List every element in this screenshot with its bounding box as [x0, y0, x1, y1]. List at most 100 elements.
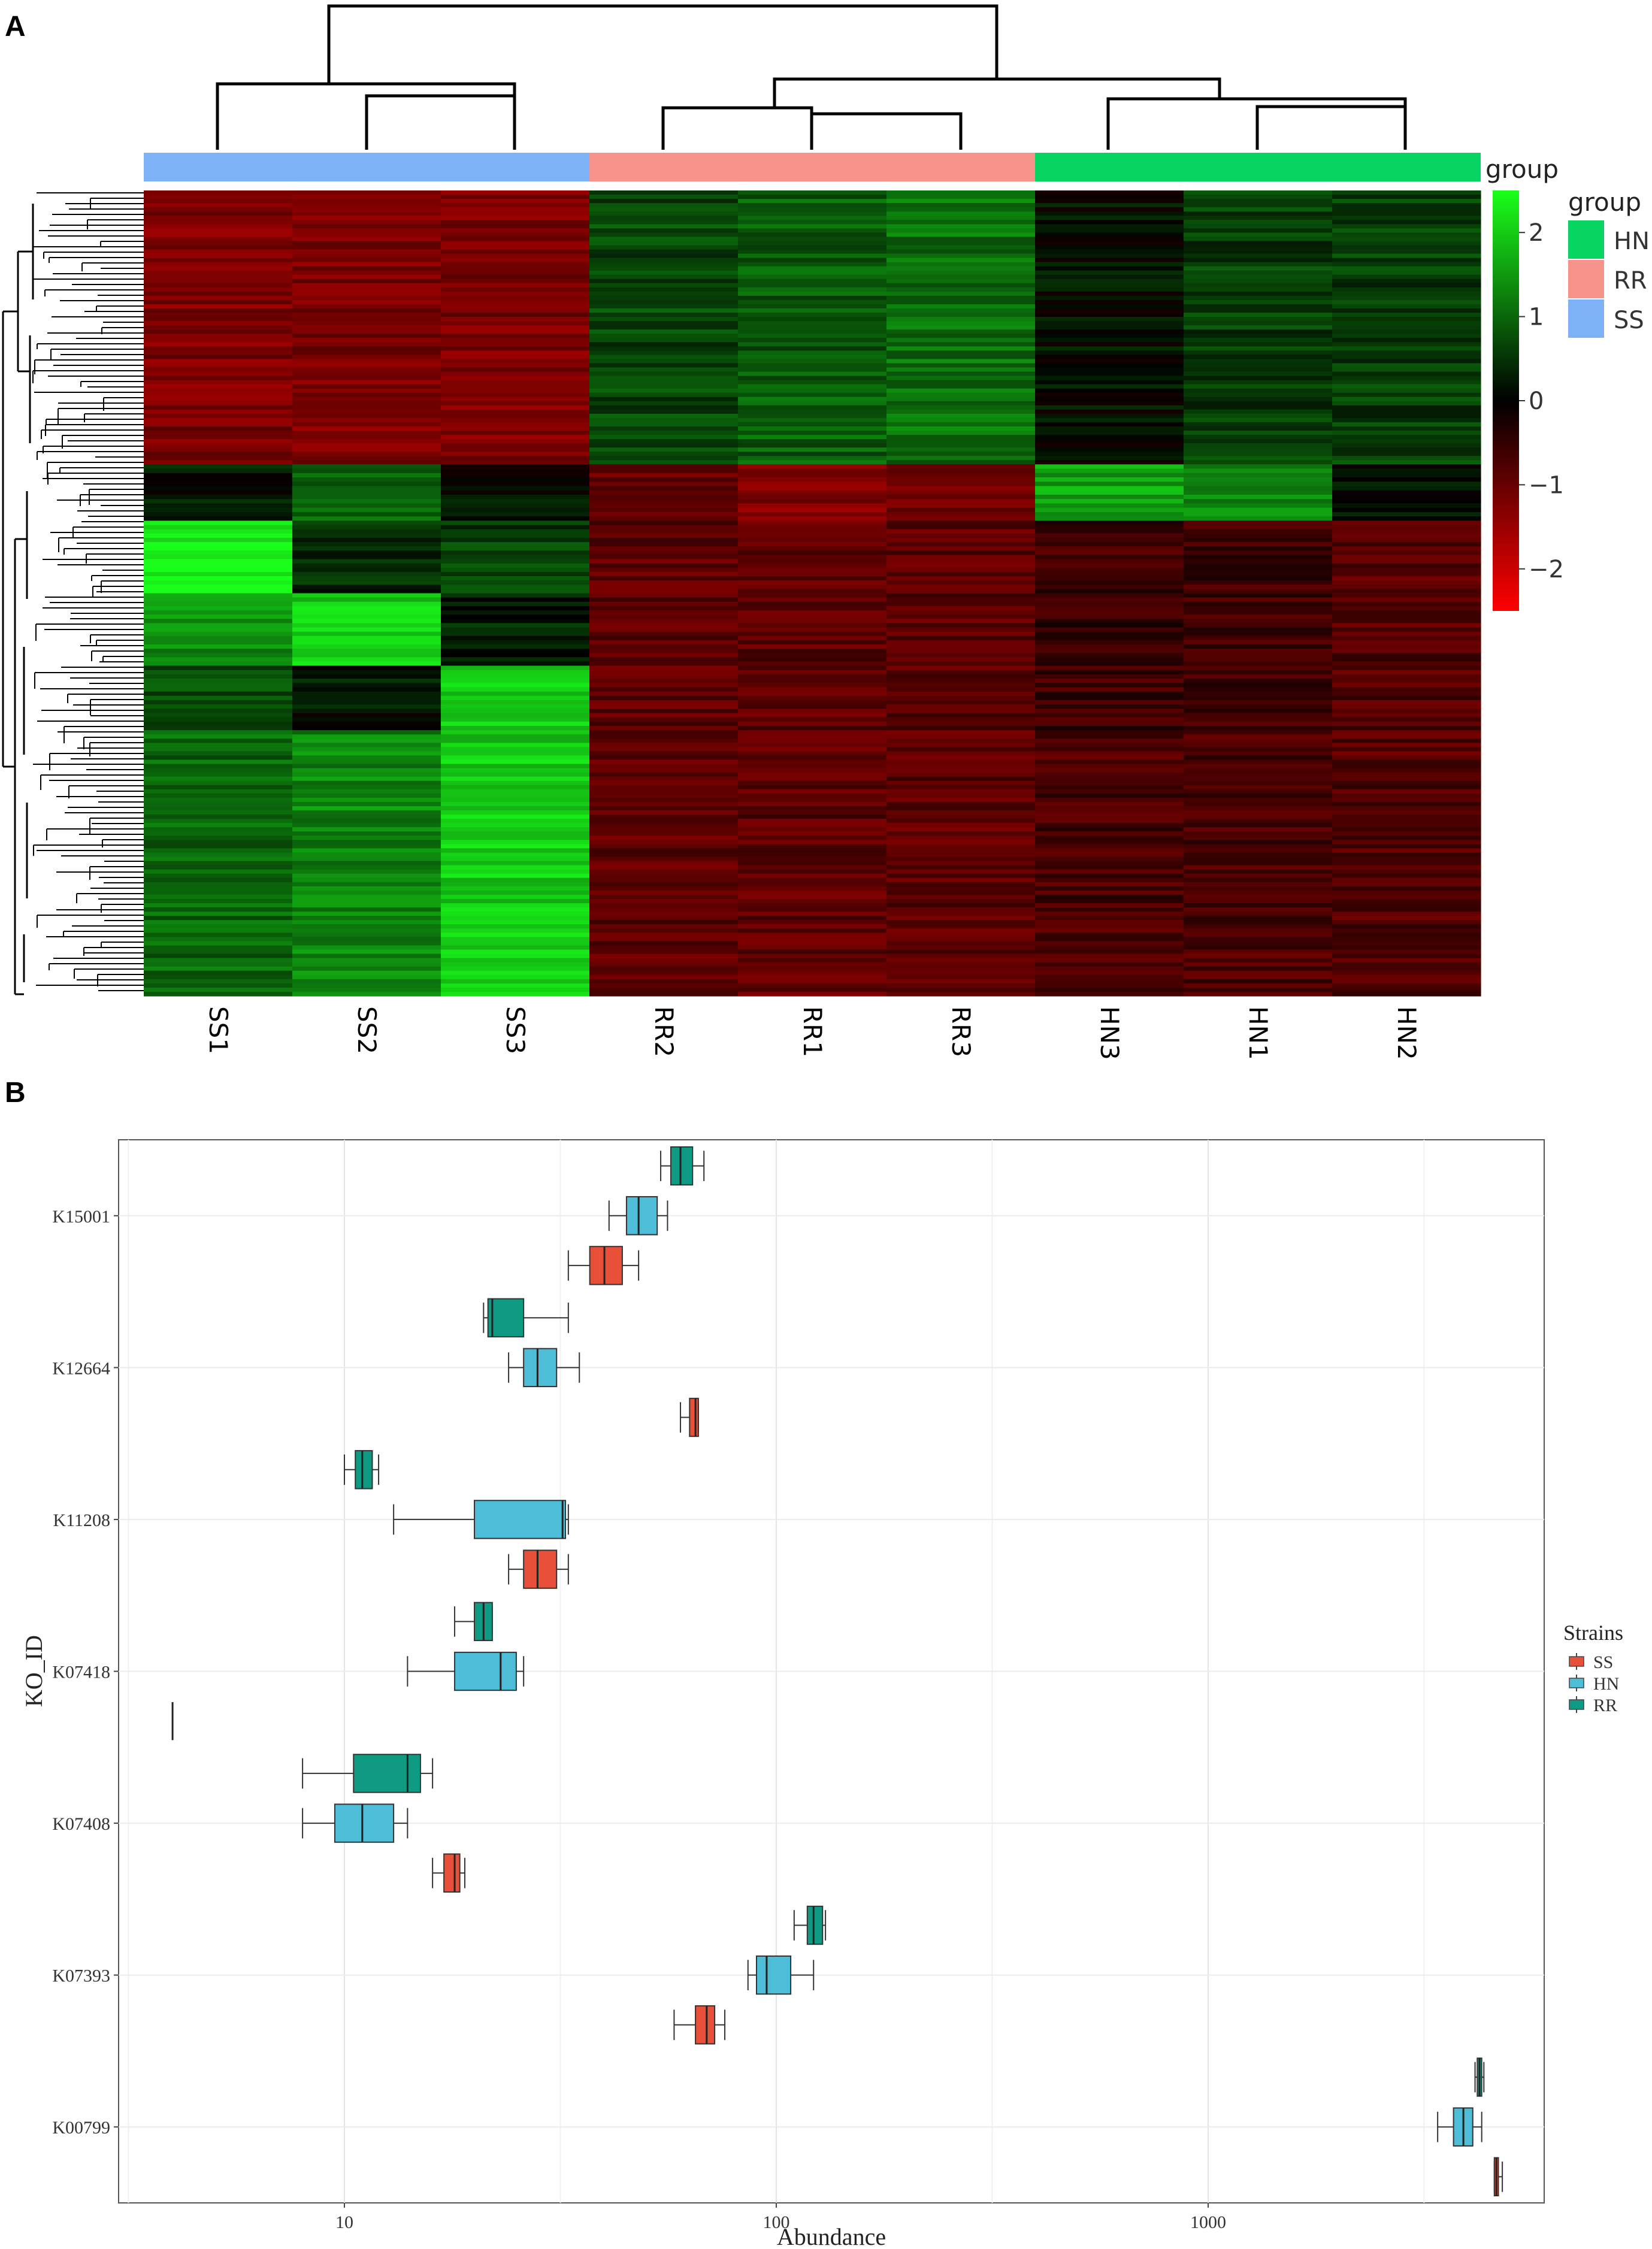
heatmap-cell	[1035, 721, 1184, 727]
heatmap-cell	[1332, 512, 1481, 517]
heatmap-cell	[1035, 700, 1184, 705]
heatmap-cell	[1184, 359, 1333, 364]
heatmap-cell	[292, 308, 441, 313]
heatmap-cell	[738, 949, 887, 955]
heatmap-cell	[292, 597, 441, 603]
heatmap-cell	[441, 687, 590, 692]
heatmap-cell	[589, 207, 739, 212]
x-tick-label: 10	[335, 2212, 353, 2232]
heatmap-cell	[441, 776, 590, 782]
heatmap-cell	[886, 203, 1036, 208]
y-tick-label: K00799	[52, 2118, 110, 2138]
heatmap-cell	[589, 631, 739, 637]
heatmap-cell	[1184, 819, 1333, 824]
heatmap-cell	[441, 220, 590, 225]
heatmap-cell	[886, 490, 1036, 495]
heatmap-cell	[1184, 405, 1333, 410]
heatmap-cell	[144, 388, 293, 394]
box-rect	[523, 1348, 558, 1388]
heatmap-cell	[886, 974, 1036, 980]
heatmap-cell	[292, 270, 441, 276]
heatmap-cell	[1184, 253, 1333, 259]
heatmap-cell	[589, 941, 739, 946]
heatmap-cell	[1035, 593, 1184, 598]
heatmap-cell	[589, 355, 739, 359]
heatmap-cell	[1332, 203, 1481, 208]
heatmap-cell	[1332, 486, 1481, 491]
heatmap-cell	[1184, 937, 1333, 942]
heatmap-cell	[1332, 865, 1481, 870]
heatmap-cell	[1184, 928, 1333, 933]
heatmap-cell	[441, 635, 590, 641]
heatmap-cell	[1035, 819, 1184, 824]
heatmap-cell	[441, 490, 590, 495]
heatmap-cell	[1332, 631, 1481, 637]
heatmap-cell	[1332, 937, 1481, 942]
heatmap-cell	[1332, 780, 1481, 786]
heatmap-cell	[589, 270, 739, 276]
heatmap-cell	[1184, 785, 1333, 790]
heatmap-cell	[441, 962, 590, 967]
box-hn-k07418	[407, 1651, 525, 1691]
heatmap-cell	[738, 704, 887, 709]
heatmap-cell	[886, 877, 1036, 883]
heatmap-cell	[144, 580, 293, 585]
heatmap-cell	[738, 631, 887, 637]
heatmap-cell	[589, 810, 739, 815]
heatmap-cell	[738, 334, 887, 338]
heatmap-cell	[441, 979, 590, 984]
heatmap-cell	[144, 529, 293, 534]
heatmap-cell	[441, 503, 590, 508]
heatmap-cell	[144, 615, 293, 619]
heatmap-cell	[1332, 367, 1481, 373]
heatmap-cell	[1035, 350, 1184, 355]
heatmap-cell	[1332, 933, 1481, 937]
heatmap-cell	[441, 665, 590, 671]
heatmap-cell	[1184, 623, 1333, 628]
heatmap-cell	[1332, 920, 1481, 925]
heatmap-cell	[738, 827, 887, 832]
heatmap-cell	[886, 768, 1036, 773]
heatmap-cell	[1035, 555, 1184, 560]
heatmap-cell	[1332, 623, 1481, 628]
heatmap-cell	[1184, 865, 1333, 870]
heatmap-cell	[441, 755, 590, 760]
heatmap-cell	[1184, 806, 1333, 811]
heatmap-cell	[292, 512, 441, 517]
heatmap-cell	[1035, 270, 1184, 276]
heatmap-cell	[144, 772, 293, 777]
heatmap-cell	[292, 431, 441, 435]
heatmap-cell	[1332, 477, 1481, 482]
heatmap-cell	[589, 401, 739, 406]
heatmap-cell	[886, 819, 1036, 824]
heatmap-cell	[738, 317, 887, 322]
heatmap-cell	[1035, 216, 1184, 220]
heatmap-cell	[144, 203, 293, 208]
heatmap-cell	[589, 844, 739, 849]
heatmap-cell	[1035, 585, 1184, 589]
heatmap-cell	[886, 321, 1036, 326]
heatmap-cell	[1332, 589, 1481, 594]
heatmap-cell	[738, 619, 887, 623]
heatmap-cell	[292, 992, 441, 997]
dendrogram-rr-branch	[661, 106, 963, 150]
heatmap-cell	[1035, 295, 1184, 301]
heatmap-cell	[1332, 704, 1481, 709]
heatmap-cell	[589, 665, 739, 671]
heatmap-cell	[589, 958, 739, 963]
heatmap-cell	[292, 665, 441, 671]
heatmap-cell	[1035, 304, 1184, 309]
heatmap-cell	[589, 392, 739, 398]
heatmap-cell	[589, 635, 739, 641]
heatmap-cell	[886, 987, 1036, 992]
heatmap-cell	[1184, 376, 1333, 381]
heatmap-cell	[589, 743, 739, 747]
heatmap-cell	[589, 329, 739, 334]
heatmap-cell	[589, 726, 739, 731]
heatmap-cell	[292, 674, 441, 679]
heatmap-cell	[886, 623, 1036, 628]
heatmap-cell	[441, 738, 590, 743]
heatmap-cell	[441, 313, 590, 317]
heatmap-cell	[1332, 886, 1481, 891]
heatmap-cell	[589, 827, 739, 832]
